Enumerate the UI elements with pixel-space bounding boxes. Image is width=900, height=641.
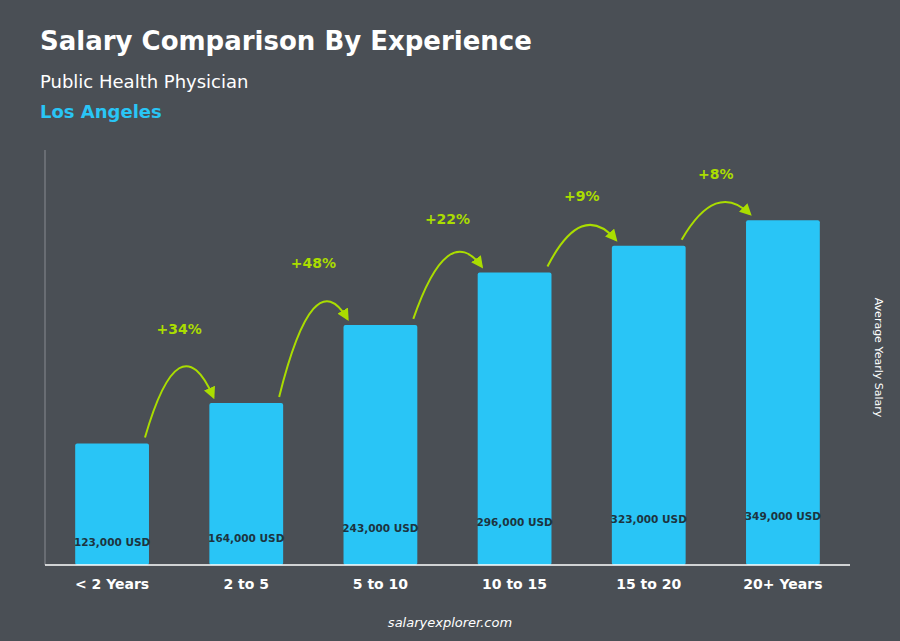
data-label: 349,000 USD bbox=[745, 510, 822, 522]
category-label: < 2 Years bbox=[75, 576, 149, 592]
x-axis-line bbox=[45, 564, 850, 566]
chart: Salary Comparison By Experience Public He… bbox=[0, 0, 900, 641]
category-label: 20+ Years bbox=[743, 576, 822, 592]
y-axis-label: Average Yearly Salary bbox=[872, 298, 885, 418]
location: Los Angeles bbox=[40, 101, 162, 122]
annotation: +9% bbox=[564, 188, 600, 204]
change-arrow bbox=[682, 202, 750, 240]
annotation: +34% bbox=[157, 321, 202, 337]
source: salaryexplorer.com bbox=[388, 615, 512, 630]
category-label: 10 to 15 bbox=[482, 576, 547, 592]
annotation: +22% bbox=[425, 211, 470, 227]
title: Salary Comparison By Experience bbox=[40, 26, 532, 56]
data-label: 164,000 USD bbox=[208, 532, 285, 544]
change-arrow bbox=[279, 301, 347, 397]
data-label: 123,000 USD bbox=[74, 536, 151, 548]
background bbox=[0, 0, 900, 641]
category-label: 15 to 20 bbox=[616, 576, 681, 592]
data-label: 323,000 USD bbox=[611, 513, 688, 525]
change-arrow bbox=[145, 366, 213, 437]
category-label: 5 to 10 bbox=[353, 576, 409, 592]
data-label: 296,000 USD bbox=[476, 516, 553, 528]
subtitle: Public Health Physician bbox=[40, 71, 248, 92]
annotation: +8% bbox=[698, 166, 734, 182]
change-arrow bbox=[547, 225, 615, 267]
data-label: 243,000 USD bbox=[342, 522, 419, 534]
annotation: +48% bbox=[291, 255, 336, 271]
y-axis-line bbox=[45, 150, 46, 565]
change-arrow bbox=[413, 252, 481, 319]
category-label: 2 to 5 bbox=[223, 576, 269, 592]
bars bbox=[75, 220, 820, 565]
